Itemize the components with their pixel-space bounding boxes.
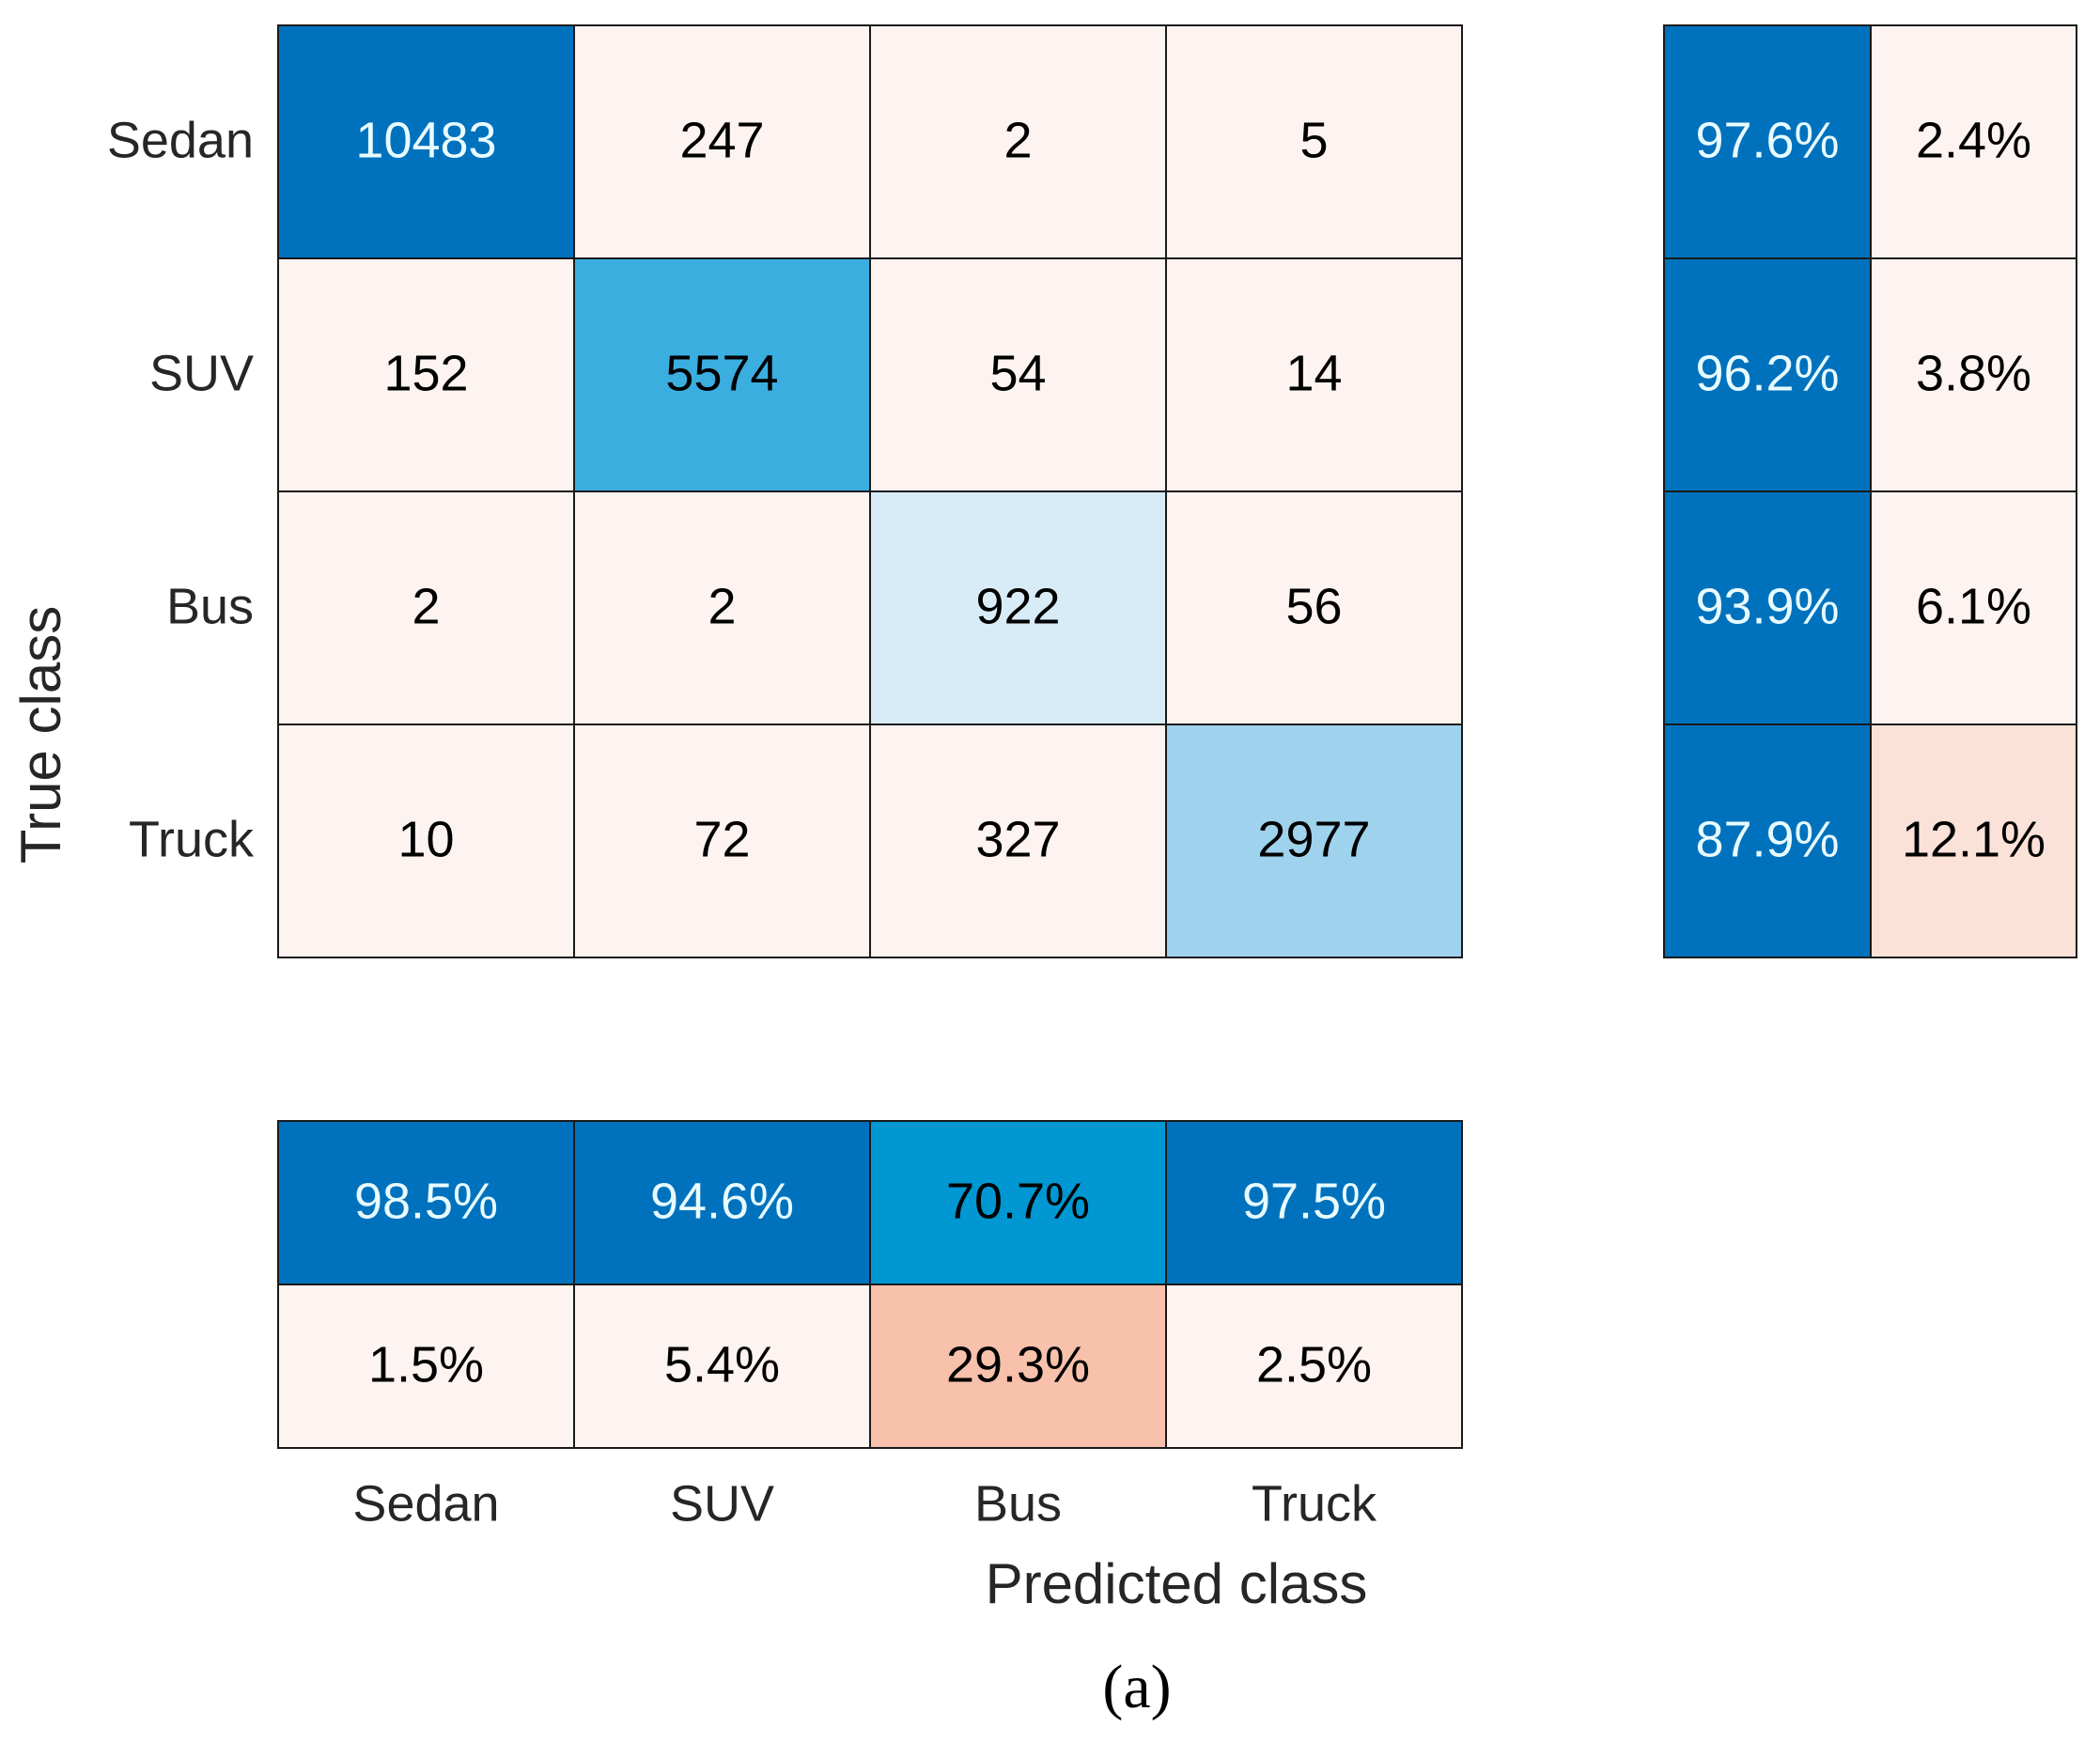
predicted-class-label: Sedan <box>352 1475 499 1532</box>
matrix-cell-value: 2 <box>708 578 736 634</box>
column-summary-incorrect-value: 2.5% <box>1256 1336 1372 1393</box>
matrix-cell-1-1 <box>573 257 871 492</box>
matrix-cell-value: 152 <box>383 345 468 401</box>
column-summary-correct-cell <box>1165 1120 1463 1285</box>
matrix-cell-value: 2 <box>1003 112 1032 168</box>
row-summary-correct-cell <box>1663 257 1872 492</box>
row-summary-correct-cell <box>1663 724 1872 958</box>
true-class-tick-labels: Sedan SUV Bus Truck <box>107 112 255 867</box>
row-summary-incorrect-cell <box>1870 724 2077 958</box>
matrix-cell-value: 54 <box>989 345 1046 401</box>
column-summary-incorrect-value: 5.4% <box>664 1336 780 1393</box>
matrix-cell-2-3 <box>1165 490 1463 725</box>
matrix-cell-0-0 <box>277 24 575 259</box>
row-summary-correct-value: 87.9% <box>1695 811 1839 867</box>
column-summary-correct-cell <box>869 1120 1167 1285</box>
column-summary-incorrect-cell <box>573 1284 871 1449</box>
predicted-class-label: Bus <box>974 1475 1062 1532</box>
matrix-cell-value: 922 <box>975 578 1060 634</box>
matrix-cell-value: 327 <box>975 811 1060 867</box>
y-axis-label: True class <box>9 606 72 864</box>
matrix-cell-value: 5 <box>1299 112 1328 168</box>
row-summary-incorrect-cell <box>1870 24 2077 259</box>
matrix-cell-0-1 <box>573 24 871 259</box>
true-class-label: Bus <box>166 578 254 634</box>
matrix-cell-value: 10483 <box>355 112 496 168</box>
predicted-class-tick-labels: Sedan SUV Bus Truck <box>352 1475 1377 1532</box>
row-summary-incorrect-value: 6.1% <box>1916 578 2031 634</box>
matrix-cell-value: 2977 <box>1257 811 1370 867</box>
matrix-cell-3-1 <box>573 724 871 958</box>
matrix-cell-1-3 <box>1165 257 1463 492</box>
matrix-cell-2-1 <box>573 490 871 725</box>
row-summary-incorrect-cell <box>1870 257 2077 492</box>
column-summary-grid: 98.5% 1.5% 94.6% 5.4% 70.7% 29.3% 97.5% 2.5% <box>277 1120 1463 1449</box>
matrix-cell-value: 247 <box>679 112 764 168</box>
matrix-cell-value: 72 <box>693 811 750 867</box>
row-summary-incorrect-value: 2.4% <box>1916 112 2031 168</box>
matrix-cell-value: 56 <box>1285 578 1342 634</box>
matrix-cell-value: 14 <box>1285 345 1342 401</box>
matrix-cell-0-2 <box>869 24 1167 259</box>
column-summary-incorrect-cell <box>1165 1284 1463 1449</box>
row-summary-incorrect-value: 3.8% <box>1916 345 2031 401</box>
row-summary-correct-value: 97.6% <box>1695 112 1839 168</box>
x-axis-label: Predicted class <box>986 1552 1368 1615</box>
row-summary-grid: 97.6% 2.4% 96.2% 3.8% 93.9% 6.1% 87.9% 12.1% <box>1663 24 2077 958</box>
column-summary-correct-cell <box>277 1120 575 1285</box>
column-summary-correct-value: 98.5% <box>354 1173 498 1229</box>
row-summary-incorrect-cell <box>1870 490 2077 725</box>
row-summary-correct-value: 93.9% <box>1695 578 1839 634</box>
matrix-cell-3-3 <box>1165 724 1463 958</box>
matrix-cell-1-0 <box>277 257 575 492</box>
true-class-label: Sedan <box>107 112 254 168</box>
column-summary-incorrect-value: 1.5% <box>368 1336 484 1393</box>
column-summary-correct-value: 97.5% <box>1242 1173 1386 1229</box>
true-class-label: Truck <box>129 811 255 867</box>
predicted-class-label: SUV <box>670 1475 774 1532</box>
confusion-matrix-grid: 10483 247 2 5 152 5574 54 14 2 2 922 56 10 72 327 2977 <box>277 24 1463 958</box>
column-summary-incorrect-value: 29.3% <box>946 1336 1090 1393</box>
matrix-cell-3-2 <box>869 724 1167 958</box>
true-class-label: SUV <box>149 345 254 401</box>
predicted-class-label: Truck <box>1252 1475 1377 1532</box>
row-summary-correct-cell <box>1663 490 1872 725</box>
row-summary-correct-value: 96.2% <box>1695 345 1839 401</box>
figure-caption: (a) <box>1102 1653 1171 1721</box>
column-summary-correct-value: 70.7% <box>946 1173 1090 1229</box>
row-summary-correct-cell <box>1663 24 1872 259</box>
matrix-cell-0-3 <box>1165 24 1463 259</box>
column-summary-correct-value: 94.6% <box>650 1173 794 1229</box>
row-summary-incorrect-value: 12.1% <box>1902 811 2046 867</box>
matrix-cell-value: 5574 <box>665 345 778 401</box>
matrix-cell-value: 10 <box>397 811 454 867</box>
column-summary-correct-cell <box>573 1120 871 1285</box>
matrix-cell-value: 2 <box>412 578 440 634</box>
matrix-cell-3-0 <box>277 724 575 958</box>
